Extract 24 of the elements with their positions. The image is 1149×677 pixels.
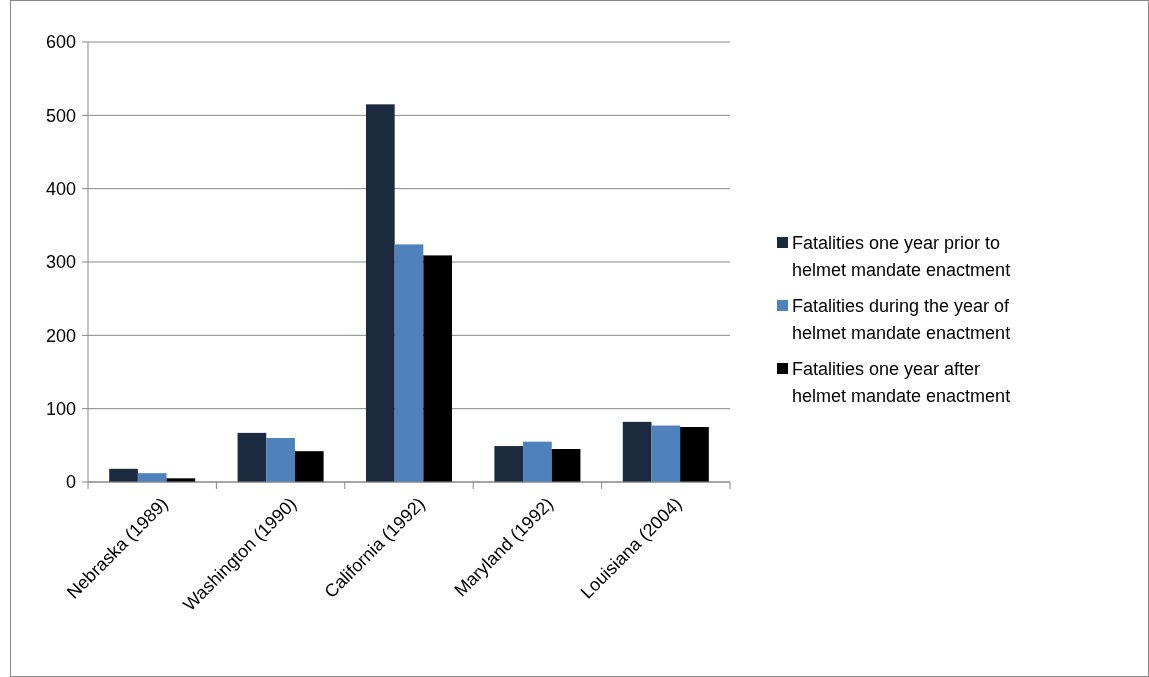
bar xyxy=(423,255,453,482)
bar xyxy=(294,451,324,482)
bar xyxy=(651,425,681,482)
y-tick-label: 500 xyxy=(45,105,76,126)
bar xyxy=(494,446,524,482)
bar xyxy=(622,421,652,482)
bar xyxy=(551,449,581,482)
y-tick-label: 400 xyxy=(45,178,76,199)
bar xyxy=(394,244,424,482)
y-tick-label: 600 xyxy=(45,32,76,53)
legend-label: Fatalities during the year of helmet mandate enactment xyxy=(792,296,1011,344)
legend-label: Fatalities one year prior to helmet mandate enactment xyxy=(792,233,1011,281)
bar xyxy=(680,427,709,482)
bar xyxy=(137,473,167,482)
y-tick-label: 300 xyxy=(45,252,76,273)
legend-label: Fatalities one year after helmet mandate enactment xyxy=(792,359,1011,407)
bar xyxy=(523,441,552,482)
bar xyxy=(365,104,395,482)
bar xyxy=(237,432,267,482)
y-tick-label: 200 xyxy=(45,325,76,346)
y-tick-label: 0 xyxy=(65,472,76,493)
bar xyxy=(266,438,295,482)
y-tick-label: 100 xyxy=(45,398,76,419)
bar xyxy=(109,468,138,482)
